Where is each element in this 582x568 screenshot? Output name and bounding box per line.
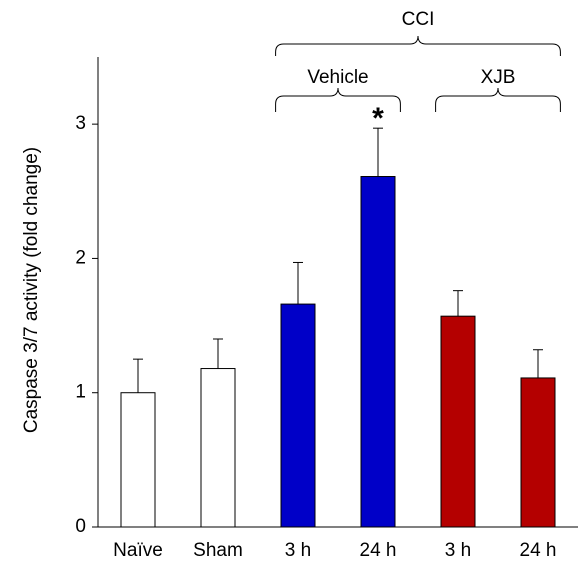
- bar: [440, 315, 476, 528]
- group-label: XJB: [481, 67, 516, 88]
- group-bracket: [275, 87, 401, 112]
- y-tick-label: 0: [75, 516, 86, 537]
- group-label: CCI: [402, 9, 435, 30]
- y-tick-label: 1: [75, 382, 86, 403]
- group-bracket: [435, 87, 561, 112]
- y-tick-label: 3: [75, 113, 86, 134]
- x-tick-label: 3 h: [445, 540, 471, 561]
- x-tick-label: Sham: [193, 540, 243, 561]
- bar: [120, 392, 156, 528]
- bar: [200, 368, 236, 528]
- bar: [280, 303, 316, 528]
- x-tick-label: Naïve: [113, 540, 163, 561]
- annotation: *: [372, 102, 384, 135]
- bar: [360, 176, 396, 528]
- y-tick-label: 2: [75, 247, 86, 268]
- x-tick-label: 3 h: [285, 540, 311, 561]
- group-label: Vehicle: [307, 67, 368, 88]
- y-axis-label: Caspase 3/7 activity (fold change): [21, 147, 42, 433]
- group-bracket: [275, 35, 561, 56]
- x-tick-label: 24 h: [360, 540, 397, 561]
- bar: [520, 377, 556, 528]
- x-tick-label: 24 h: [520, 540, 557, 561]
